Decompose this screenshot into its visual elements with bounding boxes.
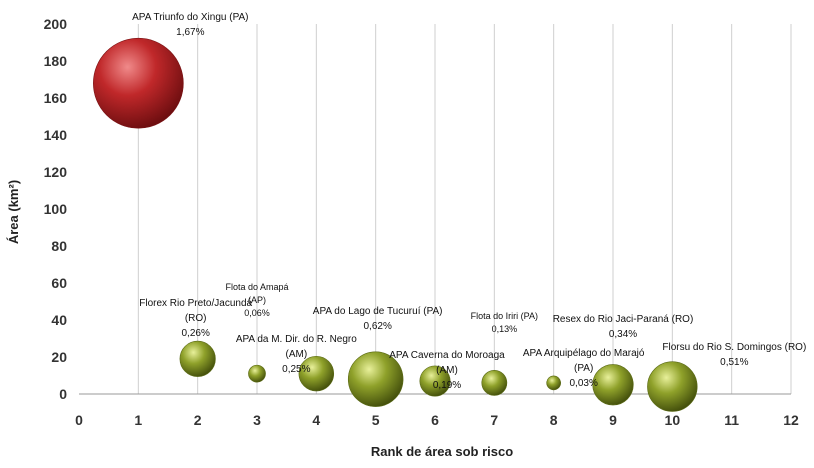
bubble-label: 0,26% [181, 328, 209, 339]
x-tick-label: 6 [431, 412, 439, 428]
bubble-label: Florsu do Rio S. Domingos (RO) [662, 342, 806, 353]
bubble-label: APA do Lago de Tucuruí (PA) [313, 306, 443, 317]
bubble-label: 0,62% [363, 321, 391, 332]
bubble-label: 1,67% [176, 27, 204, 38]
bubble [546, 375, 561, 391]
bubble-label: 0,06% [244, 308, 270, 318]
y-tick-label: 40 [51, 312, 67, 328]
bubble [481, 370, 508, 396]
x-tick-label: 5 [372, 412, 380, 428]
bubble-label: 0,03% [569, 378, 597, 389]
x-tick-label: 2 [194, 412, 202, 428]
x-tick-label: 8 [550, 412, 558, 428]
gridlines [137, 24, 792, 394]
y-tick-label: 200 [44, 16, 68, 32]
bubble-label: APA Triunfo do Xingu (PA) [132, 12, 248, 23]
bubble-label: Flota do Iriri (PA) [471, 311, 538, 321]
x-tick-label: 3 [253, 412, 261, 428]
bubble-label: Flota do Amapá [225, 282, 288, 292]
y-tick-label: 120 [44, 164, 68, 180]
bubble [248, 364, 266, 383]
bubble-label: (RO) [185, 313, 207, 324]
y-tick-label: 60 [51, 275, 67, 291]
bubble-label: 0,51% [720, 357, 748, 368]
y-tick-label: 80 [51, 238, 67, 254]
bubble-label: 0,13% [492, 324, 518, 334]
x-tick-labels: 0 1 2 3 4 5 6 7 8 9 10 11 12 [75, 412, 799, 428]
bubble [347, 351, 404, 407]
y-tick-label: 0 [59, 386, 67, 402]
x-tick-label: 4 [312, 412, 320, 428]
bubble-label: 0,19% [433, 380, 461, 391]
x-tick-label: 9 [609, 412, 617, 428]
x-tick-label: 11 [724, 412, 739, 428]
bubble [298, 355, 335, 392]
x-axis-title: Rank de área sob risco [371, 444, 513, 459]
y-tick-label: 180 [44, 53, 68, 69]
x-tick-label: 10 [665, 412, 681, 428]
bubbles [93, 37, 698, 412]
x-tick-label: 7 [490, 412, 498, 428]
bubble-label: Florex Rio Preto/Jacundá [139, 298, 252, 309]
bubble [592, 364, 634, 406]
bubble-label: (PA) [574, 363, 593, 374]
bubble [179, 340, 216, 377]
y-tick-labels: 0 20 40 60 80 100 120 140 160 180 200 [44, 16, 68, 402]
bubble-label: Resex do Rio Jaci-Paraná (RO) [553, 314, 694, 325]
bubble [647, 361, 698, 412]
bubble-label: 0,34% [609, 329, 637, 340]
x-tick-label: 12 [783, 412, 799, 428]
bubble [419, 365, 451, 397]
y-tick-label: 140 [44, 127, 68, 143]
y-axis-title: Área (km²) [6, 180, 21, 244]
x-tick-label: 1 [134, 412, 142, 428]
bubble-label: APA da M. Dir. do R. Negro [236, 334, 357, 345]
bubble-labels: APA Triunfo do Xingu (PA) 1,67% Florex Rio… [132, 12, 806, 391]
bubble-label: 0,25% [282, 364, 310, 375]
x-tick-label: 0 [75, 412, 83, 428]
y-tick-label: 20 [51, 349, 67, 365]
bubble-label: (AM) [285, 349, 307, 360]
bubble-label: APA Arquipélago do Marajó [523, 348, 645, 359]
bubble-label: (AP) [248, 295, 266, 305]
y-tick-label: 100 [44, 201, 68, 217]
bubble-label: APA Caverna do Moroaga [389, 350, 505, 361]
y-tick-label: 160 [44, 90, 68, 106]
bubble-label: (AM) [436, 365, 458, 376]
bubble [93, 37, 184, 129]
